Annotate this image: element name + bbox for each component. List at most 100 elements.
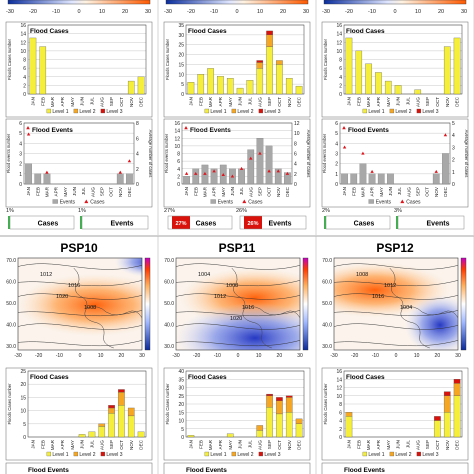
panel-title: PSP12 — [376, 241, 414, 255]
y-tick-label: 6 — [19, 121, 22, 127]
y-tick-label: 2 — [19, 162, 22, 168]
colorbar-tick-label: -30 — [164, 9, 172, 15]
legend-label: Level 2 — [395, 109, 411, 115]
map-y-tick: 50.0 — [322, 301, 332, 307]
plot-area — [343, 370, 463, 438]
y-tick-label: 6 — [335, 121, 338, 127]
colorbar — [323, 0, 467, 5]
x-tick-label: JAN — [31, 440, 36, 449]
event-bar — [368, 173, 376, 185]
bar-l1 — [355, 50, 363, 95]
case-marker — [342, 145, 347, 149]
case-marker — [249, 156, 253, 160]
x-tick-label: DEC — [139, 439, 144, 449]
y-tick-label: 16 — [20, 23, 26, 29]
x-tick-label: NOV — [434, 186, 439, 197]
cases-pct-box — [172, 216, 190, 229]
bottom-panel-0: PSP10101210161020100870.060.050.040.030.… — [5, 236, 159, 474]
y-tick-label: 40 — [178, 369, 184, 375]
legend-label: Level 2 — [237, 452, 253, 458]
colorbar-tick-label: 20 — [280, 9, 286, 15]
x-tick-label: DEC — [127, 186, 132, 196]
bar-l1 — [197, 74, 205, 95]
y-axis-label: Floods Cases number — [323, 383, 328, 425]
y2-axis-label: Average number of cases — [148, 130, 153, 178]
bar-l2 — [256, 425, 264, 431]
bar-l3 — [108, 405, 115, 409]
chart-title: Flood Events — [28, 467, 69, 474]
y-tick-label: 8 — [339, 58, 342, 64]
bar-l1 — [217, 76, 224, 95]
x-tick-label: JUL — [397, 187, 402, 196]
event-bar — [359, 163, 367, 185]
map-x-tick: -20 — [351, 353, 358, 359]
top-colorbar-2: -30 -20 -10 0 10 20 30 — [322, 0, 467, 15]
bar-l2 — [443, 395, 451, 413]
legend-swatch — [73, 108, 79, 114]
coastline — [86, 306, 142, 319]
chart-title: Flood Cases — [30, 374, 69, 381]
legend-marker — [400, 199, 405, 204]
bar-l2 — [276, 400, 283, 415]
legend-label: Level 1 — [210, 452, 226, 458]
event-bar — [350, 173, 358, 185]
map-x-tick: 30 — [455, 353, 461, 359]
y2-tick-label: 2 — [136, 167, 139, 173]
bar-l3 — [118, 389, 125, 393]
y-tick-label: 0 — [335, 182, 338, 188]
case-marker — [26, 132, 31, 136]
y2-tick-label: 10 — [294, 131, 300, 137]
colorbar-tick-label: 30 — [303, 9, 309, 15]
chart-title: Flood Cases — [30, 28, 69, 35]
plot-area — [185, 370, 305, 438]
map-x-tick: 10 — [414, 353, 420, 359]
case-marker — [127, 159, 132, 163]
events-chart-partial — [163, 462, 311, 474]
event-bar — [210, 168, 218, 185]
map-x-tick: -20 — [35, 353, 42, 359]
x-tick-label: MAR — [366, 96, 371, 107]
x-tick-label: DEC — [285, 186, 290, 196]
event-bar — [43, 173, 51, 185]
x-tick-label: MAR — [203, 186, 208, 197]
y-tick-label: 12 — [336, 386, 342, 392]
bar-l1 — [187, 82, 195, 95]
event-bar — [341, 173, 348, 185]
case-marker — [194, 171, 198, 175]
x-tick-label: APR — [376, 439, 381, 449]
y2-tick-label: 2 — [452, 158, 455, 164]
x-tick-label: FEB — [198, 97, 203, 106]
x-tick-label: JUL — [406, 440, 411, 449]
map-x-tick: -20 — [193, 353, 200, 359]
y2-tick-label: 5 — [452, 121, 455, 127]
x-tick-label: FEB — [356, 97, 361, 106]
y-tick-label: 30 — [178, 386, 184, 392]
case-marker — [276, 169, 280, 173]
y-tick-label: 6 — [339, 410, 342, 416]
coastline — [402, 306, 458, 319]
isobar-label: 1016 — [68, 283, 80, 289]
isobar — [18, 280, 142, 287]
y2-tick-label: 8 — [136, 121, 139, 127]
x-tick-label: JAN — [347, 97, 352, 106]
isobar — [176, 293, 300, 300]
y2-tick-label: 0 — [136, 182, 139, 188]
isobar — [18, 323, 142, 330]
x-tick-label: JUL — [248, 440, 253, 449]
x-tick-label: NOV — [276, 186, 281, 197]
bar-l2 — [453, 383, 461, 396]
y-axis-label: Floods Cases number — [165, 383, 170, 425]
bar-l2 — [118, 391, 125, 406]
legend-swatch — [368, 199, 374, 204]
y-tick-label: 25 — [20, 369, 26, 375]
plot-area — [181, 122, 293, 185]
map-x-tick: 0 — [237, 353, 240, 359]
y-tick-label: 12 — [174, 136, 180, 142]
isobar-label: 1008 — [356, 272, 368, 278]
x-tick-label: JAN — [26, 187, 31, 196]
legend-label: Level 3 — [264, 109, 280, 115]
x-tick-label: APR — [218, 96, 223, 106]
x-tick-label: APR — [376, 96, 381, 106]
y-axis-label: Flood events number — [164, 133, 169, 173]
x-tick-label: DEC — [443, 186, 448, 196]
